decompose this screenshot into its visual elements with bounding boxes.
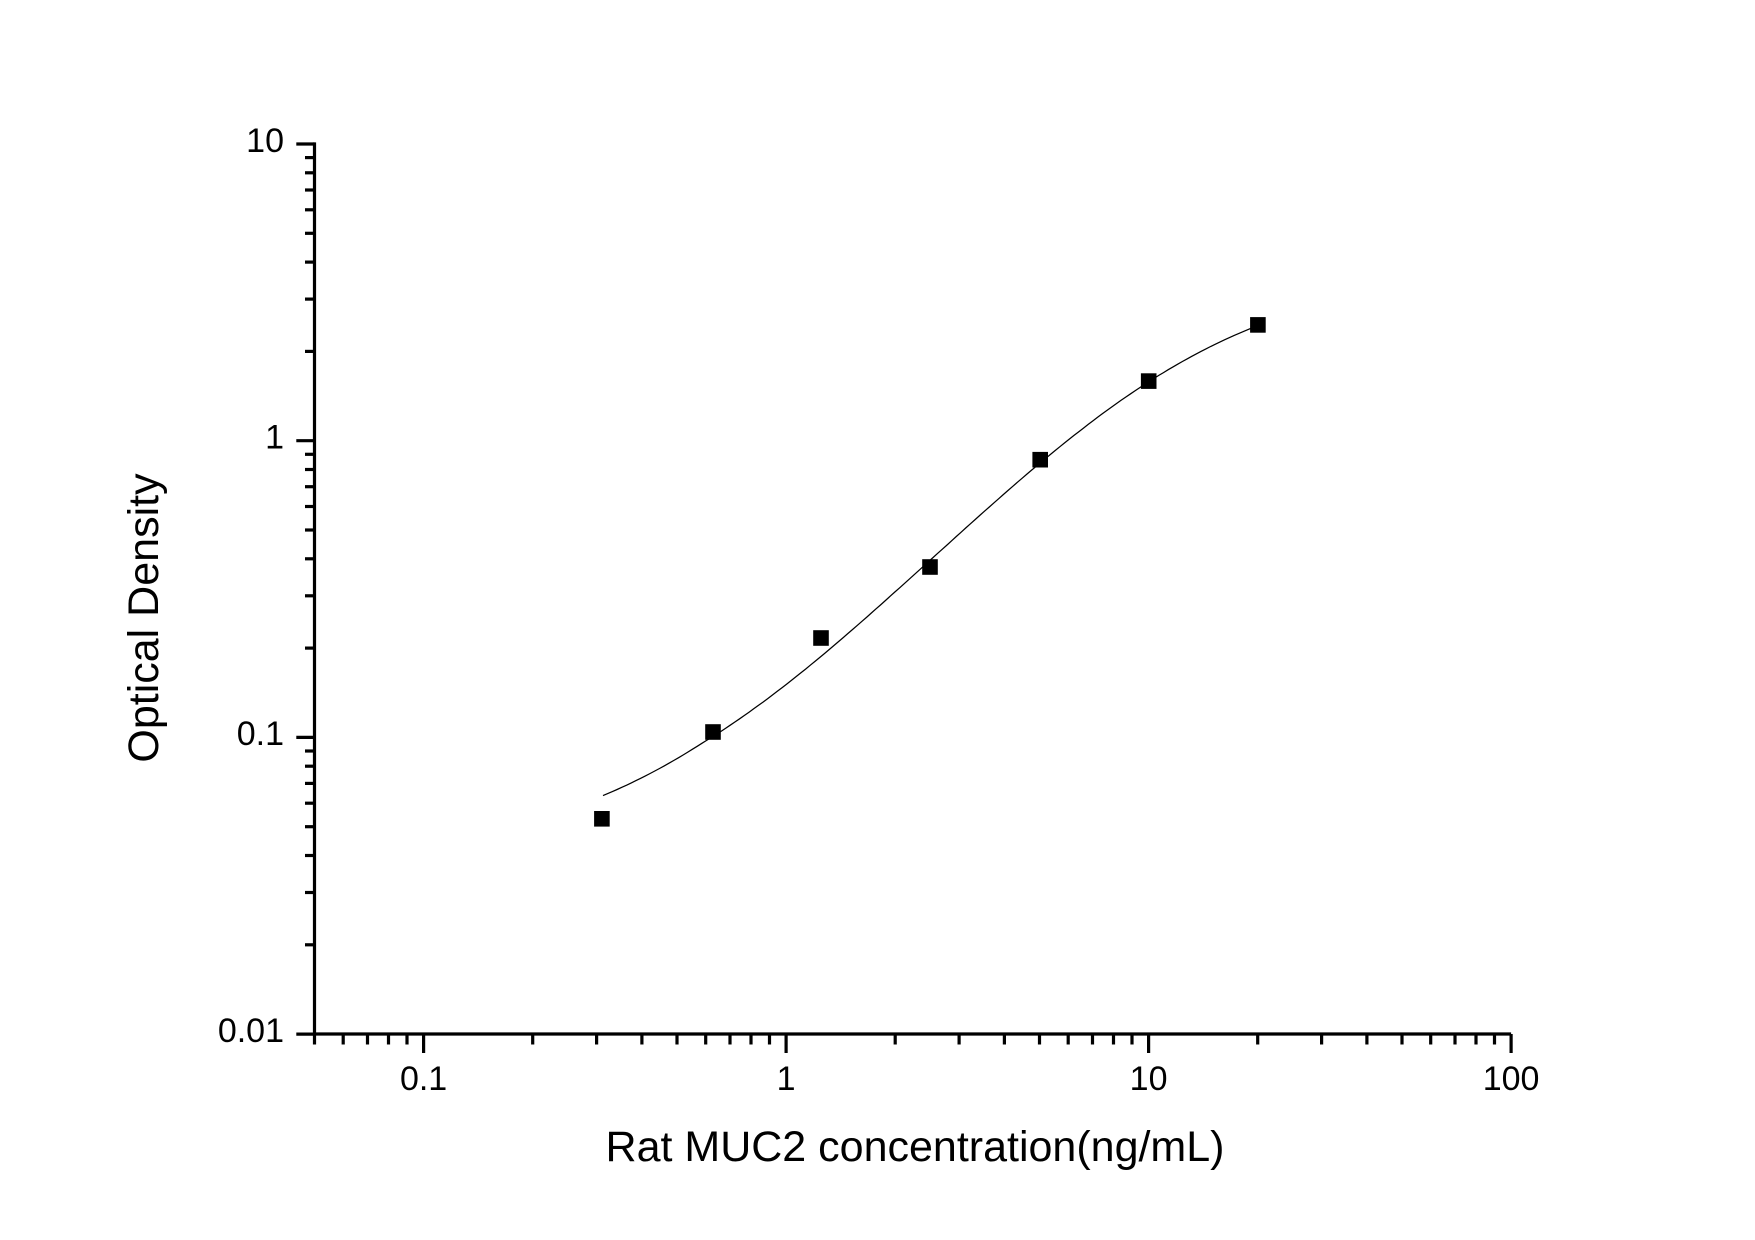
svg-text:Optical Density: Optical Density bbox=[120, 473, 168, 763]
svg-text:1: 1 bbox=[777, 1060, 796, 1098]
svg-text:0.01: 0.01 bbox=[218, 1012, 284, 1050]
svg-text:100: 100 bbox=[1483, 1060, 1540, 1098]
svg-text:0.1: 0.1 bbox=[400, 1060, 447, 1098]
svg-text:10: 10 bbox=[246, 122, 284, 160]
svg-text:0.1: 0.1 bbox=[237, 715, 284, 753]
svg-text:10: 10 bbox=[1130, 1060, 1168, 1098]
svg-text:Rat MUC2 concentration(ng/mL): Rat MUC2 concentration(ng/mL) bbox=[606, 1123, 1225, 1171]
svg-text:1: 1 bbox=[265, 419, 284, 457]
